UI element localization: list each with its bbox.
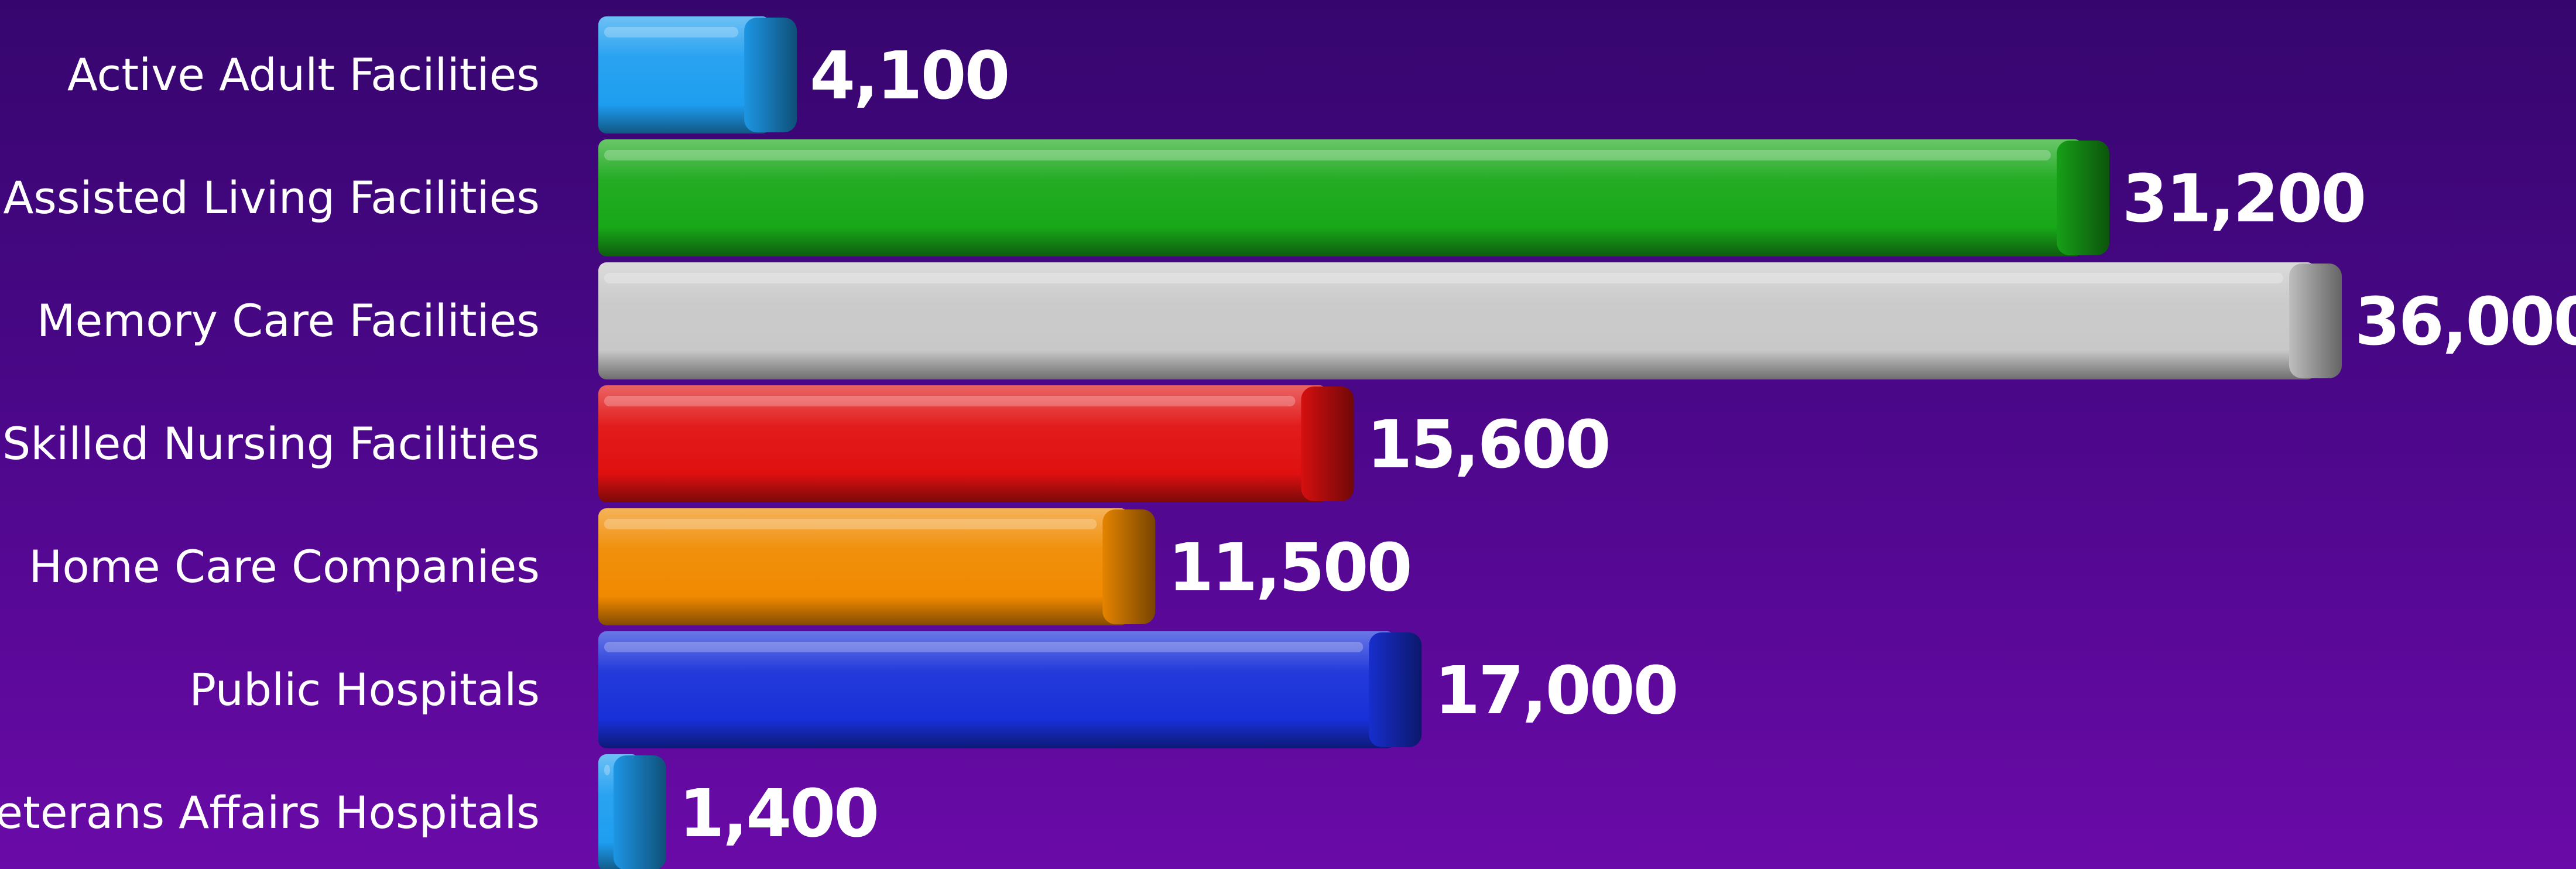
category-label: Home Care Companies (29, 540, 540, 593)
bar-body (598, 16, 771, 134)
bar-body (598, 262, 2315, 379)
bar-highlight (604, 27, 739, 37)
value-label: 11,500 (1168, 530, 1410, 606)
category-label: Skilled Nursing Facilities (2, 418, 540, 470)
bar-assisted-living-facilities (598, 139, 2109, 256)
category-label: Veterans Affairs Hospitals (0, 786, 540, 839)
category-label: Active Adult Facilities (67, 49, 540, 101)
bars-group (598, 16, 2342, 869)
bar-highlight (604, 396, 1296, 406)
bar-home-care-companies (598, 508, 1156, 625)
bar-end-cap (2056, 141, 2109, 255)
category-label: Assisted Living Facilities (3, 172, 540, 224)
value-label: 36,000 (2355, 284, 2576, 360)
category-labels: Active Adult Facilities Assisted Living F… (0, 49, 540, 839)
bar-body (598, 631, 1396, 748)
bar-body (598, 385, 1328, 502)
bar-end-cap (1301, 386, 1354, 501)
bar-highlight (604, 642, 1364, 652)
bar-body (598, 139, 2083, 256)
value-label: 31,200 (2122, 161, 2365, 237)
bar-public-hospitals (598, 631, 1422, 748)
bar-memory-care-facilities (598, 262, 2342, 379)
bar-end-cap (1102, 509, 1156, 624)
bar-highlight (604, 150, 2051, 160)
bar-skilled-nursing-facilities (598, 385, 1354, 502)
bar-highlight (604, 765, 610, 775)
value-labels: 4,100 31,200 36,000 15,600 11,500 17,000 1,400 (679, 38, 2576, 852)
value-label: 15,600 (1366, 407, 1609, 483)
bar-highlight (604, 273, 2283, 283)
value-label: 4,100 (810, 38, 1008, 114)
category-label: Public Hospitals (189, 663, 540, 716)
category-label: Memory Care Facilities (37, 295, 540, 347)
bar-highlight (604, 519, 1097, 529)
bar-end-cap (1369, 632, 1422, 747)
bar-end-cap (744, 18, 797, 132)
bar-body (598, 508, 1129, 625)
bar-end-cap (613, 755, 666, 869)
bar-end-cap (2289, 264, 2342, 378)
bar-veterans-affairs-hospitals (598, 754, 666, 869)
bar-active-adult-facilities (598, 16, 797, 134)
value-label: 1,400 (679, 776, 878, 852)
value-label: 17,000 (1434, 653, 1677, 729)
